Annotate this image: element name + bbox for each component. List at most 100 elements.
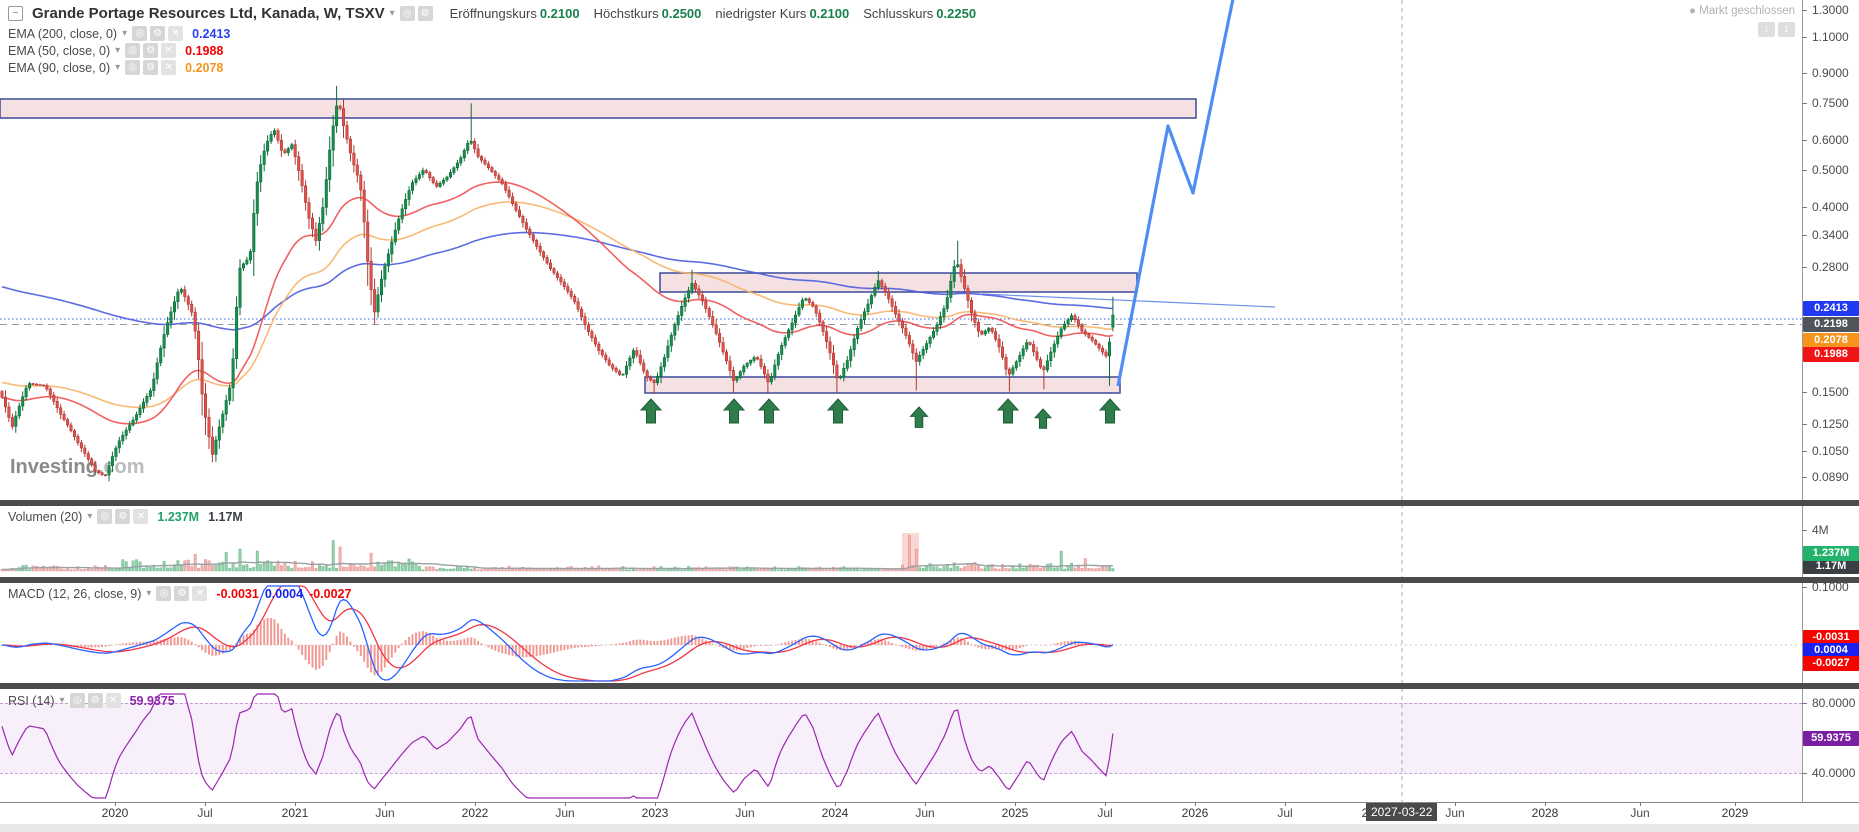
collapse-icon[interactable]: −: [8, 6, 23, 21]
symbol-title[interactable]: Grande Portage Resources Ltd, Kanada, W,…: [32, 5, 385, 22]
price-axis-label: 0.5000: [1812, 163, 1849, 177]
close-icon[interactable]: ✕: [105, 693, 121, 708]
time-axis-label: Jul: [1277, 806, 1293, 820]
price-axis-label: 0.1500: [1812, 385, 1849, 399]
price-axis-label: 0.3400: [1812, 228, 1849, 242]
volume-ma-value: 1.237M: [157, 509, 200, 524]
gear-icon[interactable]: ⚙: [417, 6, 433, 21]
gear-icon[interactable]: ⚙: [87, 693, 103, 708]
close-icon[interactable]: ✕: [161, 43, 177, 58]
close-icon[interactable]: ✕: [133, 509, 149, 524]
visibility-icon[interactable]: ◎: [399, 6, 415, 21]
price-axis-badge: 0.2413: [1803, 300, 1859, 316]
indicator-label[interactable]: EMA (200, close, 0): [8, 26, 118, 41]
status-dot-icon: ●: [1688, 5, 1696, 17]
visibility-icon[interactable]: ◎: [69, 693, 85, 708]
volume-axis-badge: 1.237M: [1803, 545, 1859, 561]
indicator-value: 0.1988: [185, 43, 224, 58]
close-icon[interactable]: ✕: [192, 586, 208, 601]
gear-icon[interactable]: ⚙: [115, 509, 131, 524]
visibility-icon[interactable]: ◎: [125, 43, 141, 58]
bottom-strip: [0, 824, 1859, 832]
ohlc-strip: Eröffnungskurs 0.2100 Höchstkurs 0.2500 nied…: [436, 6, 976, 21]
macd-panel-label[interactable]: MACD (12, 26, close, 9): [8, 586, 142, 601]
time-axis-label: 2020: [101, 806, 129, 820]
price-axis-label: 0.1250: [1812, 417, 1849, 431]
panel-separator[interactable]: [0, 577, 1859, 583]
price-axis-label: 0.1050: [1812, 444, 1849, 458]
indicator-value: 0.2413: [192, 26, 231, 41]
market-status: ● Markt geschlossen: [1688, 5, 1795, 17]
gear-icon[interactable]: ⚙: [150, 26, 166, 41]
event-date-badge: 2027-03-22: [1366, 803, 1438, 821]
scroll-down-icon[interactable]: ↓: [1758, 22, 1775, 37]
indicator-label[interactable]: EMA (90, close, 0): [8, 60, 111, 75]
visibility-icon[interactable]: ◎: [97, 509, 113, 524]
time-axis-label: Jun: [1630, 806, 1650, 820]
visibility-icon[interactable]: ◎: [132, 26, 148, 41]
time-axis-label: 2023: [641, 806, 669, 820]
macd-axis-label: 0.1000: [1812, 580, 1849, 594]
time-axis-label: 2021: [281, 806, 309, 820]
rsi-panel-label[interactable]: RSI (14): [8, 693, 55, 708]
close-icon[interactable]: ✕: [168, 26, 184, 41]
gear-icon[interactable]: ⚙: [143, 60, 159, 75]
volume-axis-label: 4M: [1812, 523, 1829, 537]
time-axis-label: 2022: [461, 806, 489, 820]
gear-icon[interactable]: ⚙: [174, 586, 190, 601]
time-axis-label: 2028: [1531, 806, 1559, 820]
price-axis-label: 0.4000: [1812, 200, 1849, 214]
visibility-icon[interactable]: ◎: [156, 586, 172, 601]
time-axis-label: Jun: [915, 806, 935, 820]
rsi-lower-level-line: [0, 773, 1802, 774]
price-axis-line: [1802, 0, 1803, 802]
ohlc-label: Schlusskurs: [863, 6, 934, 21]
rsi-value: 59.9375: [129, 693, 175, 708]
price-axis-label: 0.6000: [1812, 133, 1849, 147]
volume-panel-label[interactable]: Volumen (20): [8, 509, 83, 524]
indicator-label[interactable]: EMA (50, close, 0): [8, 43, 111, 58]
price-axis-label: 0.0890: [1812, 470, 1849, 484]
indicator-row-ema90: EMA (90, close, 0) ▾ ◎ ⚙ ✕ 0.2078: [8, 60, 223, 75]
macd-value: -0.0027: [309, 586, 352, 601]
macd-value: -0.0031: [216, 586, 259, 601]
price-axis-label: 1.3000: [1812, 3, 1849, 17]
panel-separator[interactable]: [0, 500, 1859, 506]
ohlc-value: 0.2100: [539, 6, 580, 21]
chevron-down-icon[interactable]: ▾: [59, 695, 65, 706]
macd-value: 0.0004: [264, 586, 304, 601]
ohlc-value: 0.2500: [661, 6, 702, 21]
maximize-icon[interactable]: ↕: [1778, 22, 1795, 37]
time-axis-label: 2026: [1181, 806, 1209, 820]
chevron-down-icon[interactable]: ▾: [87, 511, 93, 522]
macd-values: -0.0031 0.0004 -0.0027: [210, 587, 351, 601]
close-icon[interactable]: ✕: [161, 60, 177, 75]
time-axis-label: 2025: [1001, 806, 1029, 820]
chevron-down-icon[interactable]: ▾: [146, 588, 152, 599]
ohlc-value: 0.2100: [809, 6, 850, 21]
chevron-down-icon[interactable]: ▾: [389, 8, 395, 19]
time-axis-label: Jun: [555, 806, 575, 820]
price-axis-badge: 0.2198: [1803, 316, 1859, 332]
time-axis-label: Jul: [1097, 806, 1113, 820]
macd-axis-badge: -0.0031: [1803, 629, 1859, 645]
gear-icon[interactable]: ⚙: [143, 43, 159, 58]
time-axis-label: 2024: [821, 806, 849, 820]
ohlc-value: 0.2250: [936, 6, 977, 21]
rsi-upper-level-line: [0, 703, 1802, 704]
price-axis-label: 0.2800: [1812, 260, 1849, 274]
indicator-row-ema200: EMA (200, close, 0) ▾ ◎ ⚙ ✕ 0.2413: [8, 26, 230, 41]
panel-separator[interactable]: [0, 683, 1859, 689]
chevron-down-icon[interactable]: ▾: [115, 62, 121, 73]
time-axis-label: Jun: [375, 806, 395, 820]
chevron-down-icon[interactable]: ▾: [122, 28, 128, 39]
indicator-row-ema50: EMA (50, close, 0) ▾ ◎ ⚙ ✕ 0.1988: [8, 43, 223, 58]
time-axis-label: Jun: [1445, 806, 1465, 820]
macd-axis-badge: -0.0027: [1803, 655, 1859, 671]
visibility-icon[interactable]: ◎: [125, 60, 141, 75]
price-axis-label: 0.9000: [1812, 66, 1849, 80]
time-axis-label: Jul: [197, 806, 213, 820]
ohlc-label: Eröffnungskurs: [449, 6, 537, 21]
chevron-down-icon[interactable]: ▾: [115, 45, 121, 56]
